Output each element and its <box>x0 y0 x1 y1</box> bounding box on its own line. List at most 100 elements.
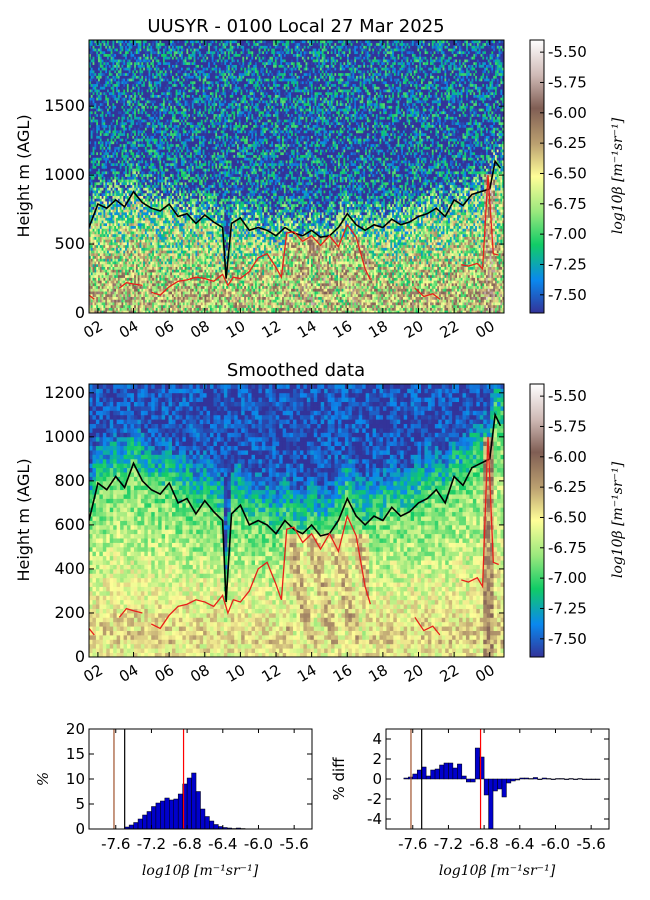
heatmap-cell <box>96 217 99 221</box>
heatmap-cell <box>117 261 121 265</box>
heatmap-cell <box>121 100 124 104</box>
heatmap-cell <box>98 75 101 79</box>
heatmap-cell <box>112 154 115 158</box>
heatmap-cell <box>112 50 115 55</box>
heatmap-cell <box>116 244 119 248</box>
heatmap-cell <box>123 105 126 109</box>
heatmap-cell <box>103 203 106 207</box>
heatmap-cell <box>117 149 121 153</box>
heatmap-cell <box>90 86 93 90</box>
heatmap-cell <box>121 70 124 74</box>
heatmap-cell <box>114 239 117 243</box>
heatmap-cell <box>123 116 126 120</box>
heatmap-cell <box>121 307 124 311</box>
heatmap-cell <box>90 78 93 82</box>
heatmap-cell <box>105 64 108 68</box>
heatmap-cell <box>114 231 117 235</box>
heatmap-cell <box>125 91 128 95</box>
heatmap-cell <box>110 263 113 267</box>
heatmap-cell <box>110 187 113 191</box>
heatmap-cell <box>90 307 93 311</box>
heatmap-cell <box>125 121 128 126</box>
heatmap-cell <box>107 244 110 248</box>
heatmap-cell <box>108 250 112 254</box>
heatmap-cell <box>125 80 128 85</box>
heatmap-cell <box>108 146 112 150</box>
heatmap-cell <box>128 217 131 221</box>
heatmap-cell <box>114 277 117 281</box>
heatmap-cell <box>98 151 101 156</box>
heatmap-cell <box>119 261 122 265</box>
heatmap-cell <box>116 110 119 115</box>
heatmap-cell <box>92 288 95 292</box>
heatmap-cell <box>92 228 95 232</box>
heatmap-cell <box>101 42 104 46</box>
heatmap-cell <box>123 206 126 210</box>
heatmap-cell <box>126 75 130 79</box>
heatmap-cell <box>112 138 115 142</box>
heatmap-cell <box>103 304 106 308</box>
heatmap-cell <box>107 252 110 257</box>
heatmap-cell <box>117 89 121 93</box>
heatmap-cell <box>112 124 115 128</box>
heatmap-cell <box>123 86 126 90</box>
heatmap-cell <box>94 132 97 136</box>
heatmap-cell <box>108 291 112 295</box>
heatmap-cell <box>123 220 126 224</box>
heatmap-cell <box>112 75 115 79</box>
heatmap-cell <box>108 130 112 134</box>
heatmap-cell <box>105 121 108 126</box>
heatmap-cell <box>116 102 119 106</box>
heatmap-cell <box>98 78 101 82</box>
heatmap-cell <box>128 239 131 243</box>
heatmap-cell <box>123 67 126 71</box>
heatmap-cell <box>114 214 117 218</box>
heatmap-cell <box>126 261 130 265</box>
heatmap-cell <box>121 206 124 210</box>
heatmap-cell <box>101 162 104 166</box>
heatmap-cell <box>103 214 106 218</box>
heatmap-cell <box>125 211 128 216</box>
heatmap-cell <box>90 176 93 180</box>
heatmap-cell <box>119 181 122 186</box>
heatmap-cell <box>126 181 130 186</box>
heatmap-cell <box>107 67 110 71</box>
heatmap-cell <box>99 45 103 49</box>
heatmap-cell <box>123 255 126 259</box>
heatmap-cell <box>89 61 92 65</box>
heatmap-cell <box>117 179 121 183</box>
heatmap-cell <box>114 75 117 79</box>
heatmap-cell <box>92 195 95 199</box>
heatmap-cell <box>96 132 99 136</box>
heatmap-cell <box>101 108 104 112</box>
heatmap-cell <box>110 146 113 150</box>
heatmap-cell <box>125 141 128 145</box>
heatmap-cell <box>114 91 117 95</box>
heatmap-cell <box>121 64 124 68</box>
heatmap-cell <box>116 119 119 123</box>
heatmap-cell <box>108 141 112 145</box>
heatmap-cell <box>96 269 99 273</box>
heatmap-cell <box>103 162 106 166</box>
heatmap-cell <box>105 258 108 262</box>
heatmap-cell <box>126 296 130 300</box>
heatmap-cell <box>125 143 128 147</box>
heatmap-cell <box>96 138 99 142</box>
heatmap-cell <box>89 130 92 134</box>
heatmap-cell <box>116 130 119 134</box>
heatmap-cell <box>94 80 97 85</box>
heatmap-cell <box>114 296 117 300</box>
heatmap-cell <box>110 141 113 145</box>
heatmap-cell <box>128 302 131 306</box>
heatmap-cell <box>116 195 119 199</box>
heatmap-cell <box>105 310 108 313</box>
heatmap-cell <box>99 157 103 161</box>
heatmap-cell <box>96 266 99 270</box>
heatmap-cell <box>110 244 113 248</box>
heatmap-cell <box>121 209 124 213</box>
heatmap-cell <box>92 233 95 237</box>
heatmap-cell <box>99 162 103 166</box>
heatmap-cell <box>105 138 108 142</box>
heatmap-cell <box>89 285 92 289</box>
heatmap-cell <box>112 296 115 300</box>
